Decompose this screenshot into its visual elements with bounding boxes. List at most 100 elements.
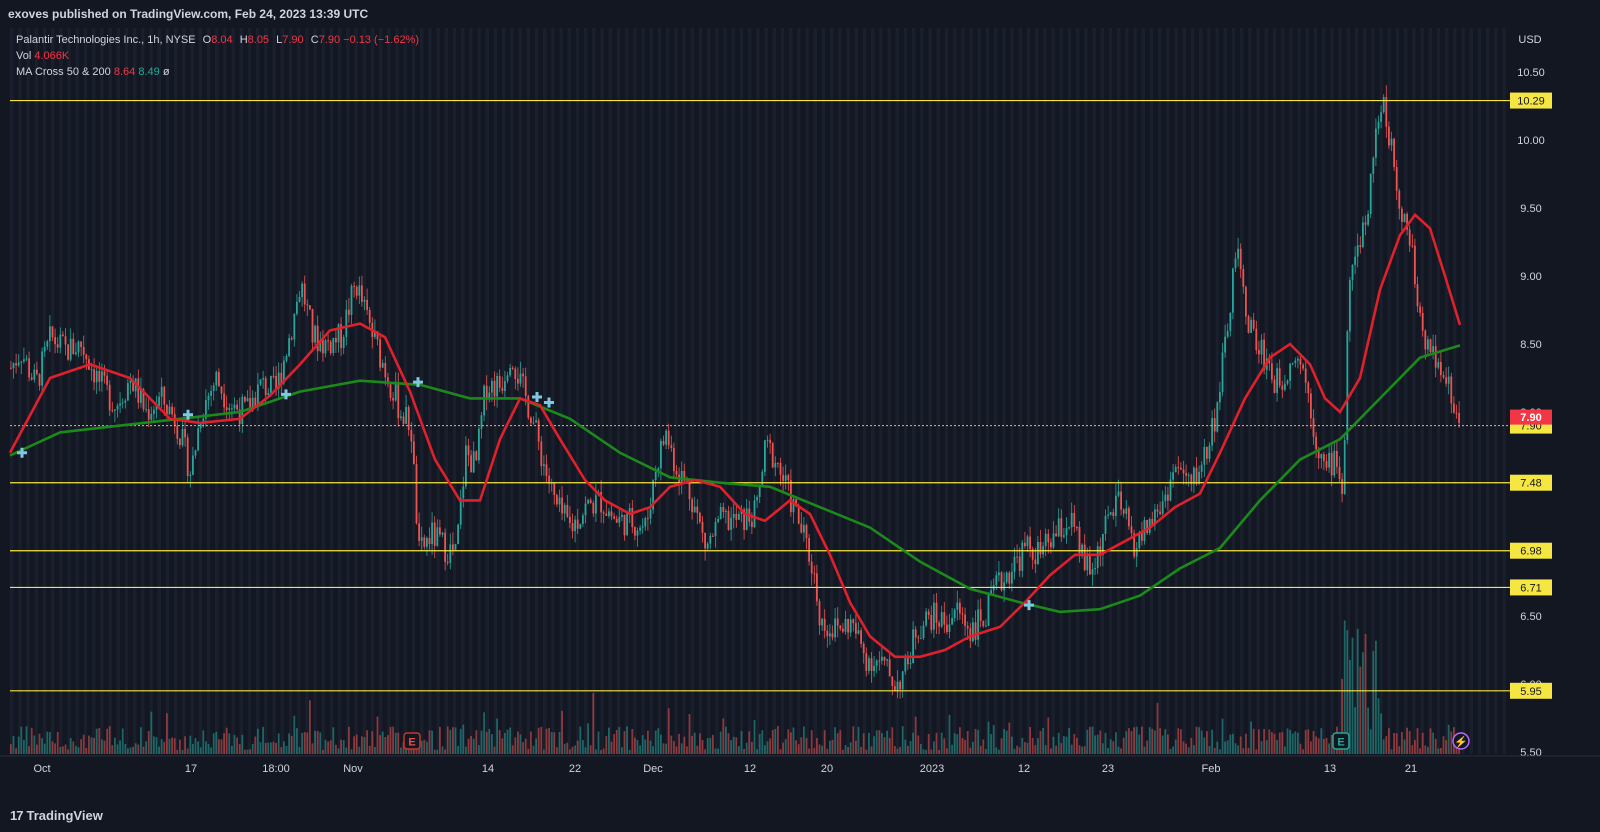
candle[interactable] [527, 396, 530, 418]
candle[interactable] [1063, 535, 1065, 537]
candle[interactable] [1424, 330, 1427, 350]
candle[interactable] [1003, 582, 1005, 591]
candle[interactable] [277, 372, 280, 389]
candle[interactable] [483, 385, 485, 416]
candle[interactable] [28, 358, 30, 378]
candle[interactable] [1216, 402, 1219, 432]
candle[interactable] [319, 340, 322, 352]
candle[interactable] [566, 504, 569, 517]
candle[interactable] [904, 657, 907, 672]
candle[interactable] [1291, 363, 1294, 365]
candle[interactable] [1005, 572, 1008, 583]
candle[interactable] [1377, 121, 1380, 129]
candle[interactable] [376, 331, 379, 340]
candle[interactable] [537, 420, 540, 442]
candle[interactable] [202, 418, 205, 424]
candle[interactable] [631, 508, 634, 528]
candle[interactable] [1203, 447, 1206, 465]
candle[interactable] [576, 519, 579, 529]
candle[interactable] [985, 625, 987, 627]
candle[interactable] [293, 313, 296, 340]
candle[interactable] [1172, 472, 1174, 480]
candle[interactable] [1278, 368, 1281, 386]
candle[interactable] [1154, 509, 1156, 525]
candle[interactable] [1226, 331, 1229, 337]
candle[interactable] [405, 407, 407, 424]
candle[interactable] [194, 450, 197, 456]
candle[interactable] [101, 371, 103, 382]
candle[interactable] [1442, 375, 1445, 378]
candle[interactable] [244, 396, 246, 402]
candle[interactable] [579, 524, 582, 529]
candle[interactable] [610, 511, 613, 517]
candle[interactable] [400, 416, 402, 419]
candle[interactable] [925, 611, 927, 626]
candle[interactable] [1122, 509, 1125, 514]
candle[interactable] [155, 405, 158, 410]
candle[interactable] [894, 686, 896, 691]
candle[interactable] [314, 325, 316, 343]
candle[interactable] [1115, 495, 1117, 516]
candle[interactable] [727, 510, 730, 530]
candle[interactable] [657, 468, 660, 472]
candle[interactable] [186, 437, 189, 476]
candle[interactable] [108, 384, 111, 411]
candle[interactable] [979, 609, 982, 621]
candle[interactable] [1052, 533, 1055, 548]
candle[interactable] [348, 309, 350, 315]
candle[interactable] [670, 445, 673, 449]
candle[interactable] [956, 602, 959, 610]
ma-50-line[interactable] [8, 212, 1462, 659]
candle[interactable] [1416, 284, 1419, 307]
candle[interactable] [852, 619, 855, 624]
candle[interactable] [218, 371, 220, 387]
candle[interactable] [290, 338, 293, 340]
candle[interactable] [236, 404, 238, 410]
candle[interactable] [1390, 138, 1393, 146]
candle[interactable] [433, 522, 436, 546]
candle[interactable] [392, 397, 394, 401]
candle[interactable] [225, 407, 228, 410]
candle[interactable] [69, 338, 72, 360]
candle[interactable] [582, 515, 584, 524]
candle[interactable] [166, 404, 168, 415]
candle[interactable] [449, 544, 452, 563]
candle[interactable] [491, 380, 493, 393]
candle[interactable] [888, 659, 891, 677]
candle[interactable] [524, 376, 527, 397]
candle[interactable] [1408, 229, 1411, 246]
candle[interactable] [15, 363, 17, 366]
candle[interactable] [543, 464, 545, 467]
ma-200-line[interactable] [9, 344, 1461, 614]
candle[interactable] [184, 428, 186, 438]
candle[interactable] [855, 623, 857, 634]
candle[interactable] [1195, 467, 1198, 484]
candle[interactable] [1286, 380, 1289, 384]
candle[interactable] [914, 629, 917, 638]
candle[interactable] [717, 519, 719, 522]
candle[interactable] [943, 612, 946, 625]
candle[interactable] [1120, 491, 1122, 510]
candle[interactable] [285, 356, 288, 361]
candle[interactable] [667, 430, 670, 446]
candle[interactable] [990, 590, 992, 595]
candle[interactable] [1385, 97, 1388, 127]
candle[interactable] [933, 602, 935, 630]
candle[interactable] [20, 361, 23, 363]
candle[interactable] [249, 398, 251, 411]
candle[interactable] [207, 395, 210, 401]
candle[interactable] [662, 440, 665, 445]
candle[interactable] [306, 304, 309, 306]
candle[interactable] [1112, 512, 1115, 516]
candle[interactable] [540, 441, 543, 467]
candle[interactable] [1455, 412, 1458, 414]
candle[interactable] [215, 371, 218, 386]
candle[interactable] [478, 428, 480, 461]
candle[interactable] [1094, 568, 1096, 570]
candle[interactable] [459, 498, 462, 525]
candle[interactable] [1346, 331, 1349, 441]
candle[interactable] [891, 676, 894, 686]
candle[interactable] [1445, 377, 1447, 384]
candle[interactable] [436, 527, 439, 546]
candle[interactable] [1198, 471, 1200, 484]
